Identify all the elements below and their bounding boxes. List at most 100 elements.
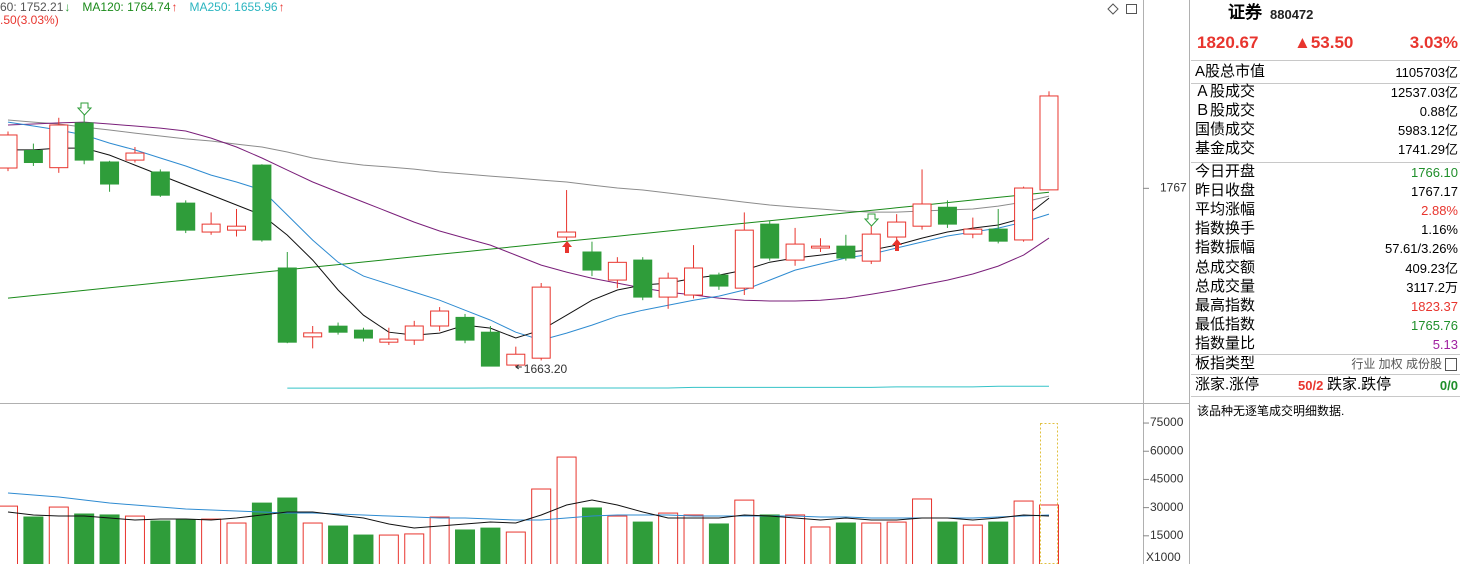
row-value: 1765.76 <box>1411 317 1458 333</box>
axis-unit: X1000 <box>1146 550 1181 564</box>
volume-bar <box>480 527 501 564</box>
volume-bar <box>99 514 120 564</box>
volume-bar <box>886 521 907 564</box>
pct-change: 3.03% <box>1409 33 1458 52</box>
legend-label: 60: 1752.21 <box>0 0 64 14</box>
row-label: 昨日收盘 <box>1195 182 1256 200</box>
row-value: 2.88% <box>1421 203 1458 219</box>
candle-body <box>1014 187 1034 241</box>
candle-body <box>150 171 170 196</box>
signal-down <box>76 102 93 116</box>
row-value: 1823.37 <box>1411 298 1458 314</box>
row-label: 最高指数 <box>1195 296 1256 314</box>
candle-body <box>201 223 221 233</box>
row-value: 12537.03亿 <box>1390 85 1458 100</box>
candle-body <box>353 329 373 339</box>
y-tick-label: 60000 <box>1150 443 1184 457</box>
candle-body <box>404 325 424 341</box>
candle-body <box>988 228 1008 242</box>
candle-body <box>963 228 983 235</box>
candle-body <box>74 122 94 161</box>
row-value: 3117.2万 <box>1406 279 1458 295</box>
ma-line <box>7 191 1050 299</box>
candle-body <box>684 267 704 296</box>
volume-bar <box>632 521 653 564</box>
candle-body <box>430 310 450 327</box>
row-value: 0/0 <box>1439 378 1458 393</box>
volume-bar <box>861 522 882 564</box>
ma-line <box>7 492 1050 521</box>
row-label: 今日开盘 <box>1195 163 1256 180</box>
volume-bar <box>937 521 958 564</box>
candle-body <box>277 267 297 343</box>
volume-bar <box>962 524 983 564</box>
last-price: 1820.67 <box>1197 33 1259 52</box>
volume-bar <box>404 533 425 564</box>
price-pane: 1663.20 <box>0 91 1059 389</box>
row-label: Ｂ股成交 <box>1195 102 1256 120</box>
candle-body <box>734 229 754 289</box>
candle-body <box>176 202 196 231</box>
volume-bar <box>785 514 806 564</box>
component-icon[interactable] <box>1445 358 1457 371</box>
candle-body <box>836 245 856 259</box>
y-tick-label: 15000 <box>1150 528 1184 542</box>
window-icon[interactable] <box>1126 4 1137 14</box>
volume-bar <box>74 513 95 564</box>
row-value: 5.13 <box>1432 336 1458 352</box>
volume-bar <box>353 534 374 564</box>
volume-bar <box>455 529 476 564</box>
volume-bar <box>734 499 755 564</box>
volume-bar <box>175 519 196 564</box>
volume-bar <box>556 456 577 564</box>
candle-body <box>227 225 247 231</box>
volume-bar <box>531 488 552 564</box>
row-value: 1.16% <box>1421 222 1458 238</box>
note: 该品种无逐笔成交明细数据. <box>1197 404 1345 418</box>
volume-bar <box>810 526 831 564</box>
candle-body <box>100 161 120 185</box>
candle-body <box>252 164 272 241</box>
candle-body <box>658 277 678 298</box>
candle-body <box>861 233 881 262</box>
volume-bar <box>0 505 18 564</box>
row-value: 57.61/3.26% <box>1384 241 1458 257</box>
row-value: 50/2 <box>1298 378 1324 393</box>
legend-label: MA120: 1764.74 <box>82 0 170 14</box>
legend-label: MA250: 1655.96 <box>189 0 277 14</box>
candle-body <box>607 261 627 281</box>
row-value: 1741.29亿 <box>1398 142 1458 158</box>
annotation-arrow <box>515 364 522 370</box>
volume-bar <box>226 522 247 564</box>
row-value: 行业 加权 成份股 <box>1351 357 1442 371</box>
volume-pane <box>0 456 1059 564</box>
volume-bar <box>302 522 323 564</box>
volume-bar <box>505 531 526 564</box>
volume-bar <box>378 534 399 564</box>
candle-body <box>125 152 145 161</box>
separator <box>1191 60 1460 61</box>
row-label: 指数量比 <box>1195 334 1256 352</box>
row-label: Ａ股成交 <box>1195 83 1256 100</box>
volume-bar <box>150 520 171 564</box>
volume-bar <box>328 525 349 564</box>
separator <box>1191 354 1460 355</box>
row-label: A股总市值 <box>1195 63 1266 80</box>
row-label: 板指类型 <box>1195 355 1256 372</box>
candle-body <box>785 243 805 261</box>
row-label: 涨家.涨停 <box>1195 376 1260 393</box>
volume-bar <box>124 515 145 564</box>
diamond-icon[interactable] <box>1107 3 1119 15</box>
candle-body <box>303 332 323 338</box>
row-label: 平均涨幅 <box>1195 201 1256 219</box>
candle-body <box>887 221 907 238</box>
candle-body <box>582 251 602 271</box>
candle-body <box>633 259 653 298</box>
row-label: 基金成交 <box>1195 140 1256 158</box>
subtitle: .50(3.03%) <box>0 13 59 27</box>
volume-bar <box>23 516 44 564</box>
row-label: 指数换手 <box>1195 220 1256 238</box>
separator <box>1191 162 1460 163</box>
security-name: 证券 <box>1228 3 1262 22</box>
